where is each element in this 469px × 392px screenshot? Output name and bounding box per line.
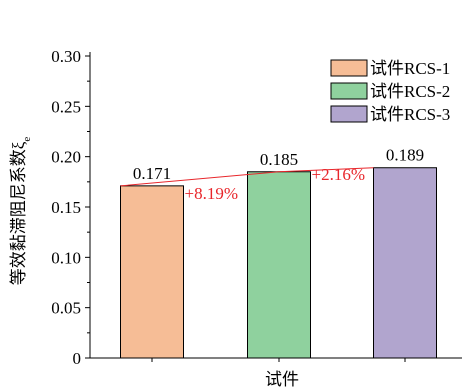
y-tick-label: 0.05 bbox=[51, 299, 81, 318]
y-tick-label: 0.15 bbox=[51, 198, 81, 217]
y-tick-label: 0.20 bbox=[51, 148, 81, 167]
growth-annotation-1: +8.19% bbox=[185, 184, 239, 203]
data-label-1: 0.171 bbox=[133, 164, 171, 183]
legend: 试件RCS-1 试件RCS-2 试件RCS-3 bbox=[330, 59, 450, 124]
y-tick-label: 0.25 bbox=[51, 97, 81, 116]
labels-group: 试件 等效黏滞阻尼系数ξe 0.171 0.185 0.189 +8.19% +2.16% bbox=[9, 137, 424, 389]
legend-swatch-1 bbox=[330, 59, 368, 77]
bar-2 bbox=[247, 171, 311, 359]
legend-label-3: 试件RCS-3 bbox=[370, 105, 450, 124]
axes-group: 0 0.05 0.10 0.15 0.20 0.25 0.30 bbox=[51, 47, 462, 368]
legend-label-1: 试件RCS-1 bbox=[370, 59, 450, 78]
y-tick-label: 0 bbox=[73, 349, 82, 368]
bar-1 bbox=[120, 185, 184, 359]
legend-swatch-3 bbox=[330, 105, 368, 123]
bars-group bbox=[120, 167, 437, 359]
x-axis-label: 试件 bbox=[265, 370, 299, 389]
y-axis-label: 等效黏滞阻尼系数ξe bbox=[9, 137, 33, 286]
bar-3 bbox=[373, 167, 437, 359]
data-label-2: 0.185 bbox=[260, 150, 298, 169]
growth-annotation-2: +2.16% bbox=[312, 165, 366, 184]
legend-label-2: 试件RCS-2 bbox=[370, 82, 450, 101]
y-tick-label: 0.10 bbox=[51, 248, 81, 267]
trend-line bbox=[120, 167, 374, 187]
legend-swatch-2 bbox=[330, 82, 368, 100]
y-tick-label: 0.30 bbox=[51, 47, 81, 66]
data-label-3: 0.189 bbox=[386, 146, 424, 165]
